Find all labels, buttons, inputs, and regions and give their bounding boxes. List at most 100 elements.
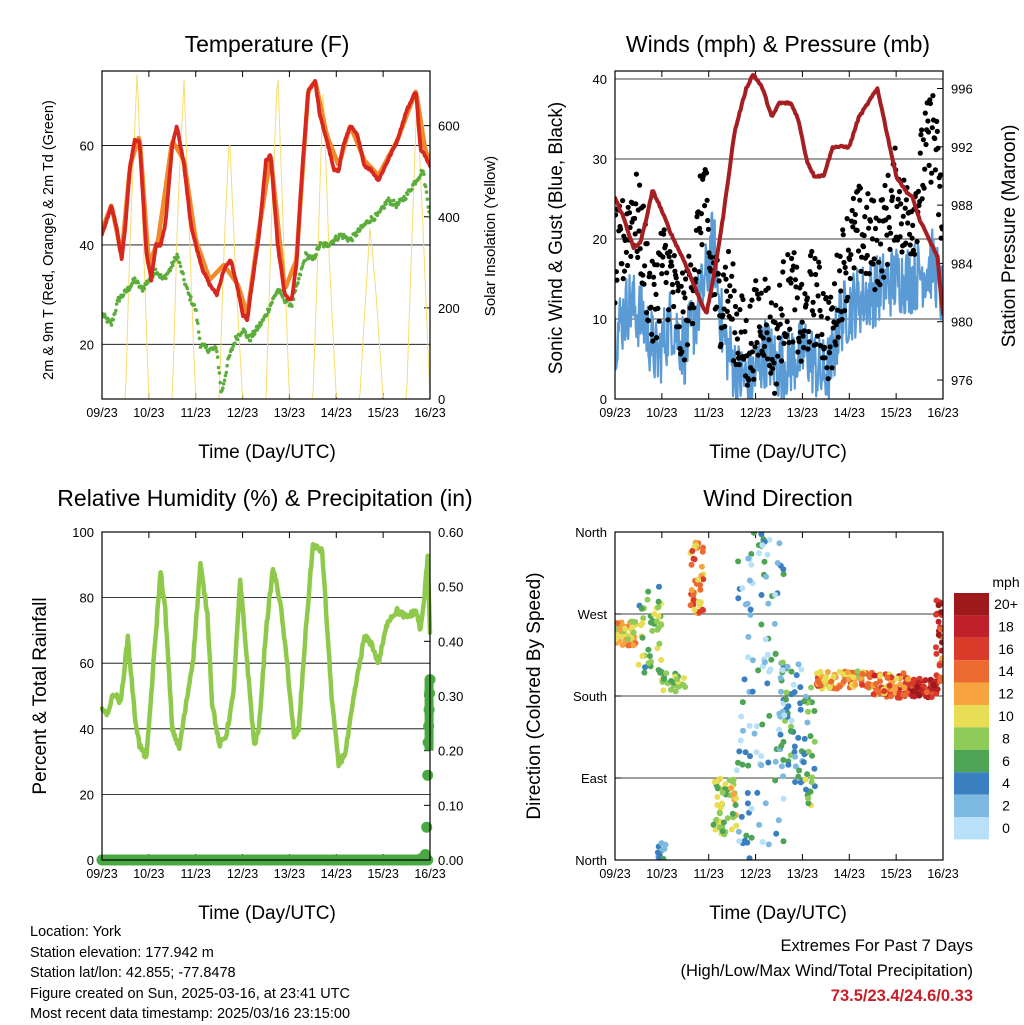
gust-point (789, 267, 795, 273)
direction-point (689, 548, 696, 554)
gust-point (833, 322, 840, 328)
gust-point (656, 318, 662, 324)
dewpoint-point (425, 197, 430, 201)
y-tick-label: West (578, 607, 608, 622)
gust-point (876, 218, 882, 224)
gust-point (615, 277, 620, 283)
gust-point (696, 225, 703, 231)
direction-point (758, 762, 765, 769)
gust-point (915, 188, 922, 194)
direction-point (807, 733, 814, 740)
direction-point (630, 642, 637, 649)
direction-point (826, 683, 833, 690)
direction-point (792, 763, 799, 770)
gust-point (734, 311, 740, 317)
gust-point (626, 210, 633, 216)
gust-point (763, 322, 770, 328)
direction-point (823, 673, 830, 680)
gust-point (740, 296, 746, 303)
gust-point (896, 189, 903, 195)
gust-point (864, 252, 870, 259)
gust-point (876, 259, 882, 265)
gust-point (919, 127, 925, 133)
gust-point (919, 196, 925, 202)
gust-point (813, 271, 819, 278)
gust-point (838, 288, 844, 294)
gust-point (637, 182, 643, 188)
gust-point (694, 214, 700, 220)
gust-point (635, 254, 641, 260)
legend-swatch (954, 615, 989, 638)
direction-point (815, 670, 822, 677)
dewpoint-point (153, 267, 158, 272)
gust-point (663, 279, 669, 286)
gust-point (777, 282, 783, 288)
gust-point (669, 263, 675, 269)
dewpoint-point (278, 289, 283, 294)
direction-point (805, 800, 812, 807)
gust-point (805, 346, 811, 352)
gust-point (871, 256, 877, 262)
direction-point (764, 680, 771, 687)
y-tick-label: 20 (593, 232, 607, 247)
gust-point (928, 179, 934, 185)
speed-legend: mph 20+ 18 16 14 12 10 8 6 4 2 0 (954, 574, 1020, 840)
direction-point (933, 611, 939, 618)
direction-point (691, 606, 698, 613)
gust-point (748, 340, 754, 346)
gust-point (778, 306, 784, 312)
gust-point (722, 323, 728, 329)
dewpoint-point (170, 263, 175, 268)
direction-point (854, 668, 861, 675)
legend-label: 8 (1002, 730, 1010, 746)
direction-point (808, 684, 815, 691)
direction-point (793, 672, 800, 679)
dewpoint-point (225, 363, 229, 368)
winds-title: Winds (mph) & Pressure (mb) (626, 31, 930, 57)
dewpoint-point (215, 355, 220, 359)
direction-point (735, 595, 742, 602)
dewpoint-point (158, 272, 163, 277)
gust-point (666, 307, 672, 313)
recent-timestamp: Most recent data timestamp: 2025/03/16 2… (30, 1006, 351, 1023)
direction-plot-area: 09/23 10/23 11/23 12/23 13/23 14/23 15/23 16/23… (573, 525, 959, 881)
direction-point (743, 832, 750, 839)
gust-point (872, 225, 879, 232)
direction-point (759, 542, 766, 549)
legend-label: 6 (1002, 753, 1010, 769)
gust-point (760, 335, 766, 341)
direction-point (714, 785, 721, 792)
gust-point (895, 196, 901, 202)
direction-point (690, 555, 697, 562)
dewpoint-point (424, 190, 429, 194)
direction-point (658, 657, 665, 663)
humidity-title: Relative Humidity (%) & Precipitation (i… (57, 485, 472, 511)
gust-point (806, 339, 812, 345)
direction-point (886, 682, 893, 689)
direction-point (697, 582, 704, 588)
dewpoint-point (178, 264, 183, 269)
x-tick-label: 10/23 (646, 406, 677, 420)
direction-point (733, 767, 740, 774)
dewpoint-point (192, 303, 197, 307)
direction-point (737, 737, 744, 744)
gust-point (799, 281, 805, 287)
direction-point (901, 684, 908, 691)
gust-point (823, 295, 829, 301)
direction-point (772, 758, 779, 765)
gust-point (844, 216, 850, 222)
gust-point (826, 299, 832, 305)
solar-line (102, 74, 430, 399)
gust-point (767, 314, 773, 320)
gust-point (857, 185, 864, 191)
legend-label: 14 (998, 663, 1014, 679)
gust-point (937, 172, 943, 178)
gust-point (847, 256, 853, 262)
gust-point (715, 271, 722, 277)
x-tick-label: 14/23 (834, 867, 865, 881)
direction-point (625, 642, 632, 649)
gust-point (837, 268, 843, 274)
temperature-title: Temperature (F) (185, 31, 350, 57)
gust-point (691, 305, 697, 311)
